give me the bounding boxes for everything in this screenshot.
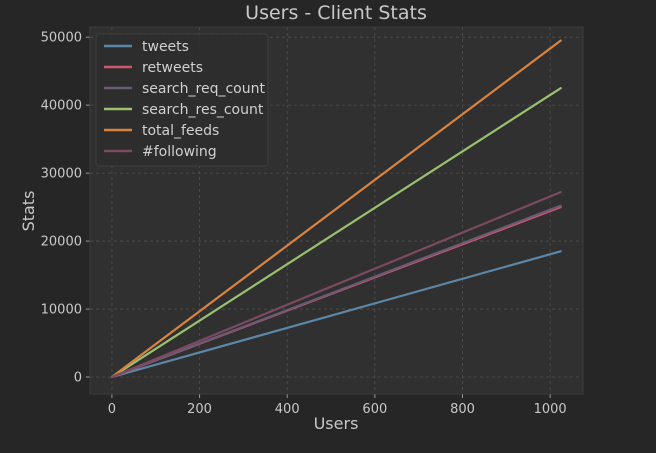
x-tick-label: 400: [275, 402, 300, 417]
series-lines: [110, 39, 562, 379]
chart-title: Users - Client Stats: [245, 2, 427, 24]
x-tick-label: 800: [450, 402, 475, 417]
legend-label: #following: [142, 144, 217, 160]
x-tick-label: 200: [187, 402, 212, 417]
x-tick-label: 600: [362, 402, 387, 417]
x-tick-label: 1000: [534, 402, 567, 417]
series-line-search-req-count: [110, 204, 562, 379]
y-tick-label: 30000: [41, 167, 82, 182]
y-tick-label: 50000: [41, 31, 82, 46]
legend-label: tweets: [142, 39, 189, 55]
legend-label: search_req_count: [142, 81, 265, 97]
series-line-search-res-count: [110, 87, 562, 379]
y-axis-label: Stats: [19, 191, 38, 232]
y-tick-label: 0: [74, 371, 82, 386]
series-line-total-feeds: [110, 39, 562, 379]
x-axis-label: Users: [314, 414, 359, 433]
legend-label: retweets: [142, 60, 203, 76]
plot-frame: [89, 26, 584, 395]
axes: 0 200 400 600 800 100001000020000300004000050…: [41, 26, 584, 417]
y-tick-label: 40000: [41, 99, 82, 114]
y-tick-label: 20000: [41, 235, 82, 250]
legend-box: [95, 33, 269, 167]
y-tick-label: 10000: [41, 303, 82, 318]
legend: tweets retweets search_req_count search_res…: [95, 33, 269, 167]
series-line-following: [110, 191, 562, 379]
x-tick-label: 0: [108, 402, 116, 417]
legend-label: search_res_count: [142, 102, 264, 118]
legend-label: total_feeds: [142, 123, 219, 139]
series-line-tweets: [110, 250, 562, 379]
